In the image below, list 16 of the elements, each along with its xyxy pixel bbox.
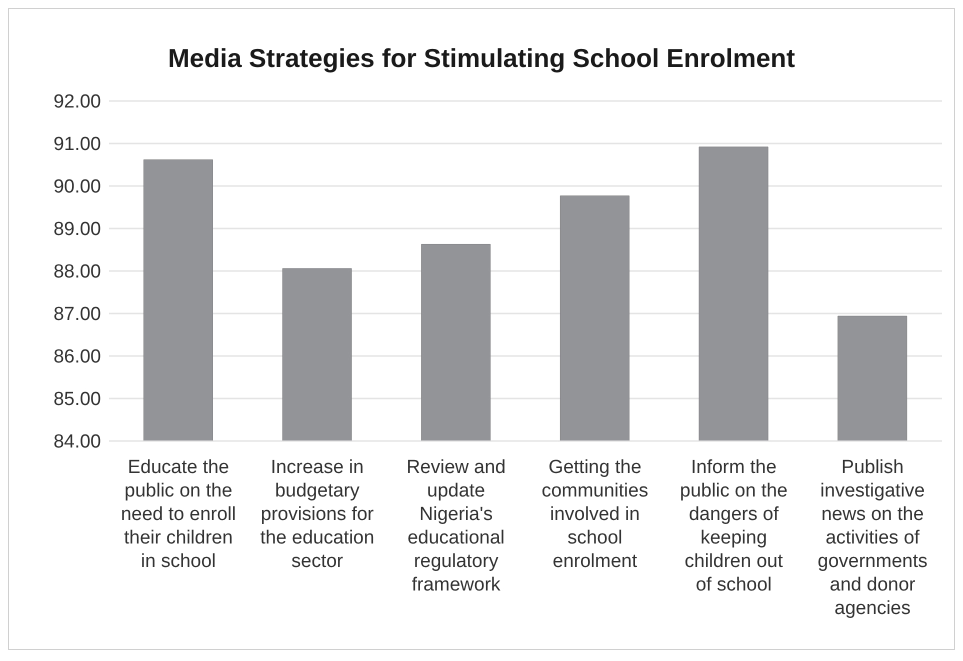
x-tick-label: Getting the communities involved in school enrolment	[542, 457, 648, 572]
x-tick-label: Increase in budgetary provisions for the education sector	[260, 457, 374, 572]
x-tick-label: Inform the public on the dangers of keeping children out of school	[680, 457, 788, 596]
y-tick-label: 88.00	[53, 262, 101, 283]
y-tick-label: 90.00	[53, 176, 101, 198]
y-tick-label: 91.00	[53, 134, 101, 156]
chart-title: Media Strategies for Stimulating School Enrolment	[167, 42, 796, 75]
x-tick-label: Review and update Nigeria's educational regulatory framework	[406, 457, 506, 596]
y-tick-label: 86.00	[53, 346, 101, 368]
y-tick-label: 92.00	[53, 92, 101, 113]
x-tick-label: Educate the public on the need to enroll their children in school	[120, 457, 236, 572]
x-tick-label: Publish investigative news on the activities of governments and donor agencies	[818, 457, 928, 619]
y-tick-label: 87.00	[53, 304, 101, 326]
y-tick-label: 85.00	[53, 389, 101, 410]
y-tick-label: 84.00	[53, 432, 101, 453]
y-tick-label: 89.00	[53, 219, 101, 240]
